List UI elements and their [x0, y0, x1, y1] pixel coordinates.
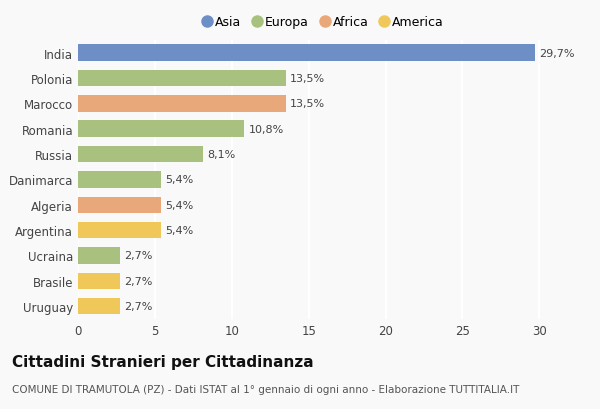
Bar: [78, 247, 119, 264]
Text: 13,5%: 13,5%: [290, 74, 325, 84]
Text: 5,4%: 5,4%: [166, 175, 194, 185]
Text: 2,7%: 2,7%: [124, 276, 152, 286]
Text: 8,1%: 8,1%: [207, 150, 235, 160]
Text: 2,7%: 2,7%: [124, 301, 152, 311]
Text: 5,4%: 5,4%: [166, 225, 194, 236]
Bar: [78, 172, 161, 188]
Text: 13,5%: 13,5%: [290, 99, 325, 109]
Bar: [78, 121, 244, 137]
Bar: [78, 45, 535, 62]
Legend: Asia, Europa, Africa, America: Asia, Europa, Africa, America: [202, 14, 446, 32]
Text: 2,7%: 2,7%: [124, 251, 152, 261]
Text: COMUNE DI TRAMUTOLA (PZ) - Dati ISTAT al 1° gennaio di ogni anno - Elaborazione : COMUNE DI TRAMUTOLA (PZ) - Dati ISTAT al…: [12, 384, 520, 394]
Bar: [78, 222, 161, 239]
Text: 5,4%: 5,4%: [166, 200, 194, 210]
Text: 10,8%: 10,8%: [248, 124, 284, 135]
Bar: [78, 273, 119, 289]
Text: Cittadini Stranieri per Cittadinanza: Cittadini Stranieri per Cittadinanza: [12, 354, 314, 369]
Bar: [78, 71, 286, 87]
Bar: [78, 197, 161, 213]
Text: 29,7%: 29,7%: [539, 49, 575, 58]
Bar: [78, 146, 203, 163]
Bar: [78, 298, 119, 315]
Bar: [78, 96, 286, 112]
